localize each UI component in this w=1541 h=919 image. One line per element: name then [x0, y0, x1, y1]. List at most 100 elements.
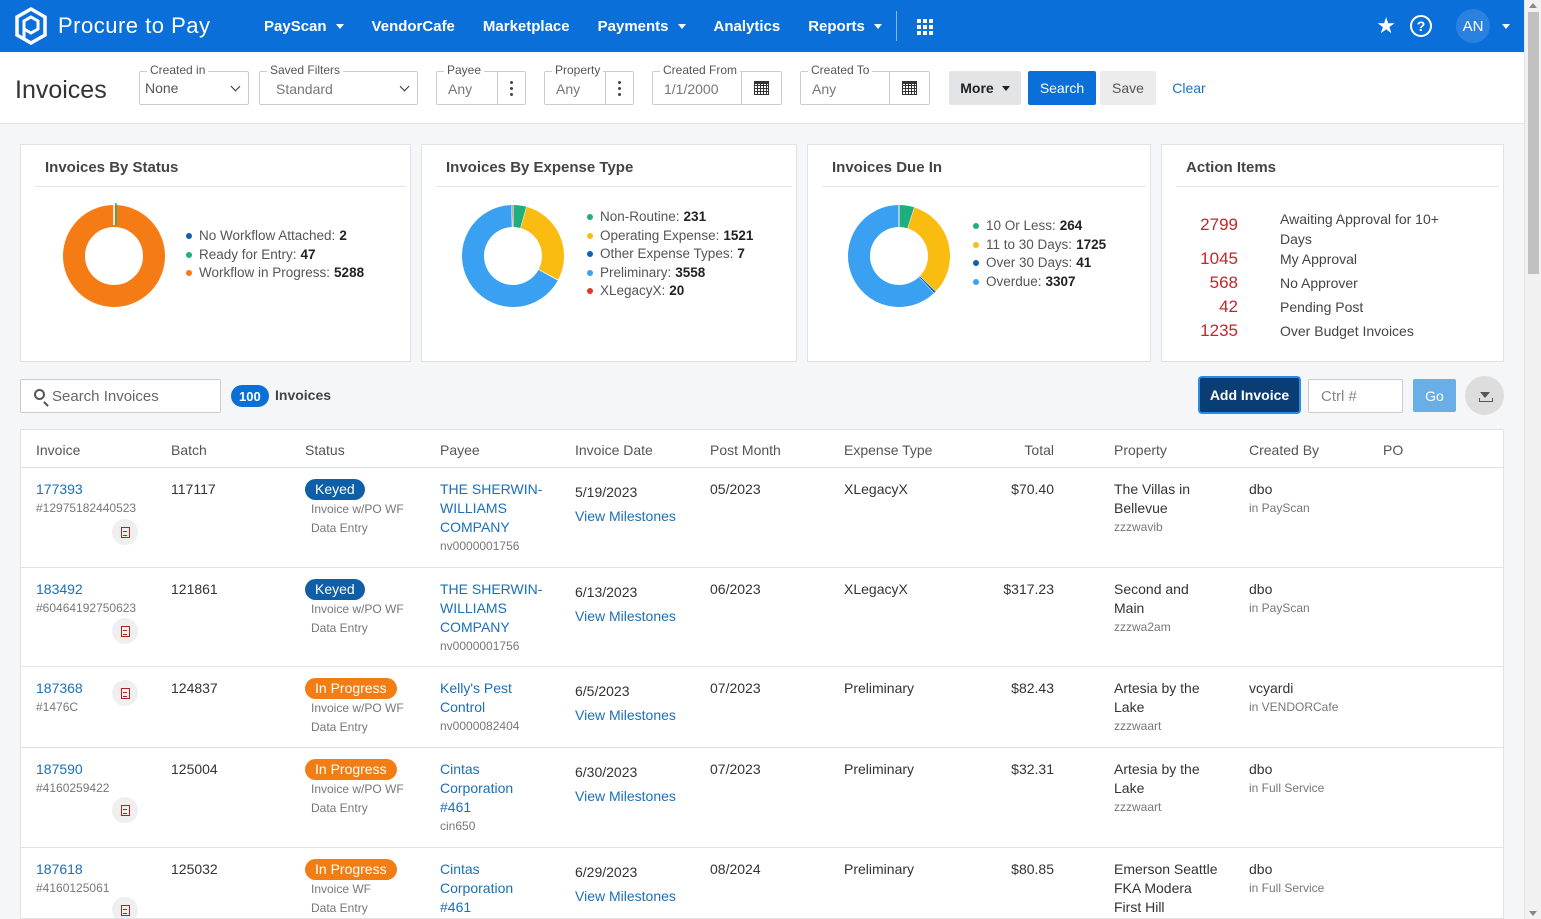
action-item[interactable]: 1045 My Approval [1180, 249, 1500, 269]
payee-name-link[interactable]: THE SHERWIN- [440, 481, 543, 497]
search-button[interactable]: Search [1028, 71, 1096, 105]
pdf-button[interactable] [112, 797, 138, 823]
invoice-number-link[interactable]: 187590 [36, 761, 83, 777]
payee-name-link[interactable]: Corporation [440, 780, 514, 796]
payee-name-link[interactable]: WILLIAMS [440, 600, 507, 616]
table-row[interactable]: 187590 #4160259422 125004 In Progress Invoic… [21, 748, 1503, 848]
apps-grid-icon[interactable] [916, 19, 933, 35]
workflow-name: Invoice w/PO WF [311, 701, 404, 715]
action-item[interactable]: 42 Pending Post [1180, 297, 1500, 317]
donut-slice-3[interactable] [848, 205, 934, 307]
status-donut-chart[interactable] [59, 201, 169, 311]
action-item[interactable]: 2799 Awaiting Approval for 10+ Days [1180, 209, 1500, 249]
payee-name-link[interactable]: Cintas [440, 861, 480, 877]
pdf-button[interactable] [112, 680, 138, 706]
view-milestones-link[interactable]: View Milestones [575, 788, 676, 804]
saved-filters-select[interactable]: Saved Filters Standard [259, 63, 418, 105]
property-cell: Second and Main zzzwa2am [1114, 580, 1189, 637]
view-milestones-link[interactable]: View Milestones [575, 707, 676, 723]
legend-item: 11 to 30 Days: 1725 [973, 236, 1106, 255]
table-row[interactable]: 183492 #60464192750623 121861 Keyed Invoice … [21, 568, 1503, 667]
invoice-number-link[interactable]: 177393 [36, 481, 83, 497]
donut-slice-0[interactable] [512, 205, 527, 229]
legend-label: Workflow in Progress: [199, 265, 331, 280]
nav-item-analytics[interactable]: Analytics [714, 18, 781, 35]
expense-donut-chart[interactable] [458, 201, 568, 311]
pdf-button[interactable] [112, 618, 138, 644]
donut-slice-1[interactable] [907, 207, 950, 292]
more-filters-button[interactable]: More [949, 71, 1021, 105]
payee-name-link[interactable]: WILLIAMS [440, 500, 507, 516]
created-from-field[interactable]: Created From 1/1/2000 [652, 63, 782, 105]
invoice-number-link[interactable]: 187618 [36, 861, 83, 877]
property-options-icon[interactable] [605, 72, 633, 104]
donut-slice-0[interactable] [898, 205, 915, 229]
go-button[interactable]: Go [1413, 379, 1456, 412]
action-item[interactable]: 1235 Over Budget Invoices [1180, 321, 1500, 341]
payee-name-link[interactable]: THE SHERWIN- [440, 581, 543, 597]
nav-item-reports[interactable]: Reports [808, 18, 882, 35]
payee-name-link[interactable]: Kelly's Pest [440, 680, 512, 696]
clear-button[interactable]: Clear [1172, 80, 1206, 96]
column-header-property: Property [1114, 442, 1167, 458]
payee-name-link[interactable]: #461 [440, 899, 472, 915]
nav-item-marketplace[interactable]: Marketplace [483, 18, 570, 35]
top-navbar: Procure to Pay PayScan VendorCafe Marketpl… [0, 0, 1524, 52]
payee-name-link[interactable]: Control [440, 699, 486, 715]
save-button[interactable]: Save [1100, 71, 1156, 105]
view-milestones-link[interactable]: View Milestones [575, 608, 676, 624]
property-field[interactable]: Property Any [544, 63, 634, 105]
payee-field[interactable]: Payee Any [436, 63, 526, 105]
created-to-field[interactable]: Created To Any [800, 63, 930, 105]
user-menu-chevron-icon[interactable] [1502, 23, 1510, 29]
payee-name-link[interactable]: #461 [440, 799, 472, 815]
property-name: Emerson Seattle [1114, 861, 1218, 877]
invoice-date: 6/5/2023 [575, 683, 630, 699]
nav-item-payments[interactable]: Payments [598, 18, 686, 35]
table-row[interactable]: 187368 #1476C 124837 In Progress Invoice w/P… [21, 667, 1503, 748]
chevron-down-icon [399, 81, 410, 92]
created-from-calendar-button[interactable] [741, 72, 781, 104]
donut-slice-1[interactable] [520, 206, 564, 281]
invoice-number-link[interactable]: 187368 [36, 680, 83, 696]
view-milestones-link[interactable]: View Milestones [575, 888, 676, 904]
procure-logo-icon [15, 7, 47, 45]
expense-type-cell: XLegacyX [844, 581, 908, 597]
pdf-button[interactable] [112, 897, 138, 918]
due-donut-chart[interactable] [844, 201, 954, 311]
invoice-date-cell: 6/30/2023 View Milestones [575, 760, 676, 808]
scrollbar-thumb[interactable] [1528, 12, 1539, 274]
table-row[interactable]: 177393 #12975182440523 117117 Keyed Invoice … [21, 468, 1503, 568]
donut-slice-3[interactable] [462, 205, 558, 307]
action-count: 42 [1219, 297, 1238, 316]
add-invoice-button[interactable]: Add Invoice [1200, 378, 1299, 412]
donut-slice-workflow[interactable] [63, 205, 165, 307]
nav-item-payscan[interactable]: PayScan [264, 18, 344, 35]
favorites-star-icon[interactable]: ★ [1376, 13, 1396, 38]
payee-name-link[interactable]: Corporation [440, 880, 514, 896]
legend-item: Operating Expense: 1521 [587, 227, 753, 246]
property-cell: Emerson Seattle FKA Modera First Hill [1114, 860, 1218, 917]
brand[interactable]: Procure to Pay [14, 7, 250, 45]
table-row[interactable]: 187618 #4160125061 125032 In Progress Invoic… [21, 848, 1503, 918]
created-in-select[interactable]: Created in None [139, 63, 249, 105]
scroll-down-arrow-icon[interactable] [1529, 911, 1537, 916]
user-avatar[interactable]: AN [1456, 9, 1490, 43]
search-invoices-input[interactable]: Search Invoices [20, 379, 221, 413]
ctrl-number-input[interactable]: Ctrl # [1308, 379, 1403, 413]
page-scrollbar[interactable] [1524, 0, 1541, 919]
view-milestones-link[interactable]: View Milestones [575, 508, 676, 524]
pdf-button[interactable] [112, 519, 138, 545]
scroll-up-arrow-icon[interactable] [1529, 3, 1537, 8]
nav-item-vendorcafe[interactable]: VendorCafe [372, 18, 455, 35]
payee-name-link[interactable]: COMPANY [440, 619, 510, 635]
status-badge: Keyed [305, 579, 365, 600]
created-to-calendar-button[interactable] [889, 72, 929, 104]
payee-name-link[interactable]: COMPANY [440, 519, 510, 535]
payee-name-link[interactable]: Cintas [440, 761, 480, 777]
help-icon[interactable]: ? [1410, 15, 1432, 37]
action-item[interactable]: 568 No Approver [1180, 273, 1500, 293]
download-button[interactable] [1465, 376, 1504, 415]
payee-options-icon[interactable] [497, 72, 525, 104]
invoice-number-link[interactable]: 183492 [36, 581, 83, 597]
